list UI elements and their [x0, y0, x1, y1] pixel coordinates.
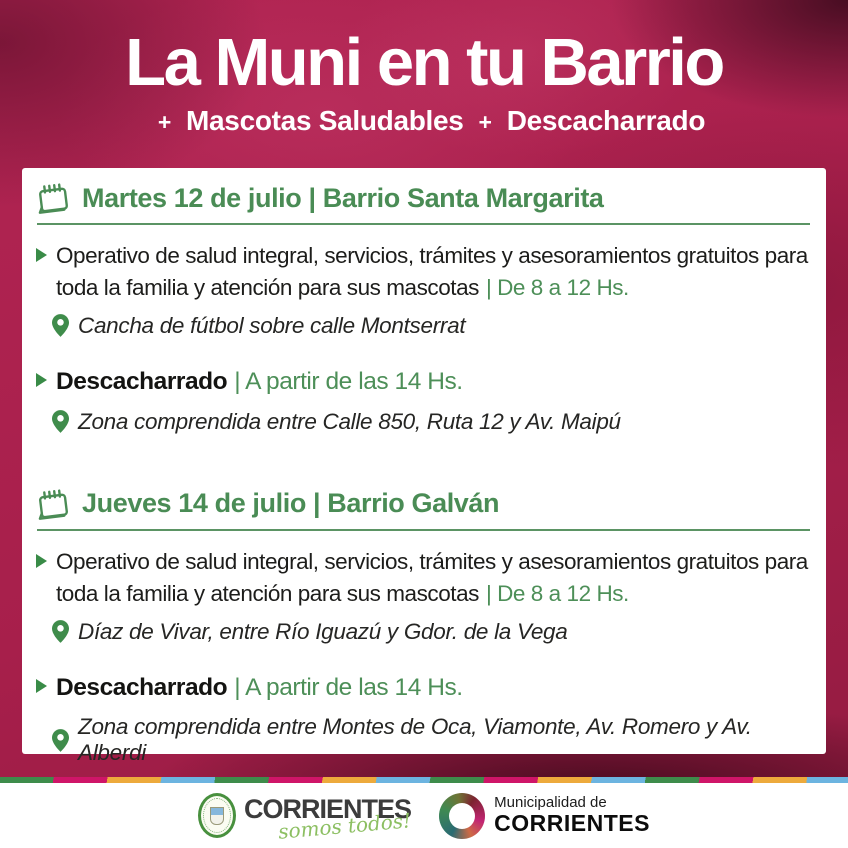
footer-logos: CORRIENTES somos todos! Municipalidad de…	[0, 783, 848, 848]
municipality-logo-text: Municipalidad de CORRIENTES	[494, 794, 650, 837]
province-logo-text: CORRIENTES somos todos!	[244, 793, 412, 843]
location-text: Cancha de fútbol sobre calle Montserrat	[78, 312, 466, 338]
location-row: Díaz de Vivar, entre Río Iguazú y Gdor. …	[52, 619, 812, 645]
subtitle-item-descacharrado: Descacharrado	[506, 105, 706, 137]
entry-time: | A partir de las 14 Hs.	[234, 367, 463, 395]
location-row: Cancha de fútbol sobre calle Montserrat	[52, 313, 812, 339]
section-header: Martes 12 de julio | Barrio Santa Margar…	[35, 180, 812, 216]
entry-main-text: Descacharrado	[56, 367, 228, 395]
poster-title: La Muni en tu Barrio	[125, 25, 725, 100]
location-text: Díaz de Vivar, entre Río Iguazú y Gdor. …	[78, 618, 568, 644]
municipality-line2: CORRIENTES	[494, 810, 650, 837]
calendar-icon	[38, 489, 68, 520]
entry-time: | A partir de las 14 Hs.	[234, 673, 463, 701]
entry-main-text: Operativo de salud integral, servicios, …	[56, 548, 808, 606]
location-row: Zona comprendida entre Montes de Oca, Vi…	[52, 714, 812, 766]
triangle-bullet-icon	[36, 248, 47, 262]
section-jueves-14: Jueves 14 de julio | Barrio Galván Opera…	[35, 486, 812, 767]
entry-text: Operativo de salud integral, servicios, …	[56, 240, 812, 304]
plus-icon: +	[478, 108, 492, 135]
plus-icon: +	[157, 108, 172, 135]
triangle-bullet-icon	[36, 678, 47, 693]
multicolor-stripe	[0, 777, 848, 783]
entry-time: | De 8 a 12 Hs.	[485, 274, 629, 300]
province-crest-icon	[198, 793, 237, 838]
poster-subtitle: + Mascotas Saludables + Descacharrado	[0, 105, 848, 137]
municipality-line1: Municipalidad de	[494, 794, 607, 812]
map-pin-icon	[52, 728, 69, 752]
section-date-title: Martes 12 de julio | Barrio Santa Margar…	[82, 182, 604, 213]
subtitle-item-mascotas: Mascotas Saludables	[186, 105, 464, 137]
divider	[37, 528, 810, 531]
section-martes-12: Martes 12 de julio | Barrio Santa Margar…	[35, 180, 812, 435]
municipality-ring-icon	[439, 792, 486, 839]
province-name: CORRIENTES	[244, 793, 412, 824]
location-row: Zona comprendida entre Calle 850, Ruta 1…	[52, 409, 812, 435]
triangle-bullet-icon	[36, 372, 47, 387]
divider	[37, 223, 810, 225]
triangle-bullet-icon	[36, 553, 47, 568]
entry-text: Operativo de salud integral, servicios, …	[56, 546, 812, 610]
entry-main-text: Operativo de salud integral, servicios, …	[56, 243, 808, 300]
map-pin-icon	[52, 410, 69, 433]
entry-main-text: Descacharrado	[56, 673, 228, 701]
schedule-entry: Descacharrado | A partir de las 14 Hs.	[35, 671, 812, 706]
schedule-entry: Descacharrado | A partir de las 14 Hs.	[35, 365, 812, 400]
municipality-logo: Municipalidad de CORRIENTES	[439, 792, 650, 839]
schedule-entry: Operativo de salud integral, servicios, …	[35, 240, 812, 304]
schedule-entry: Operativo de salud integral, servicios, …	[35, 546, 812, 610]
hero-header: La Muni en tu Barrio + Mascotas Saludabl…	[0, 0, 848, 137]
section-date-title: Jueves 14 de julio | Barrio Galván	[82, 488, 500, 519]
location-text: Zona comprendida entre Calle 850, Ruta 1…	[78, 408, 621, 434]
schedule-card: Martes 12 de julio | Barrio Santa Margar…	[22, 168, 826, 765]
location-text: Zona comprendida entre Montes de Oca, Vi…	[78, 714, 752, 766]
section-header: Jueves 14 de julio | Barrio Galván	[35, 486, 812, 522]
calendar-icon	[38, 183, 68, 214]
map-pin-icon	[52, 620, 69, 643]
entry-time: | De 8 a 12 Hs.	[485, 580, 629, 606]
entry-text: Descacharrado | A partir de las 14 Hs.	[56, 671, 463, 706]
entry-text: Descacharrado | A partir de las 14 Hs.	[56, 365, 463, 400]
province-logo: CORRIENTES somos todos!	[198, 793, 412, 843]
map-pin-icon	[52, 314, 69, 338]
